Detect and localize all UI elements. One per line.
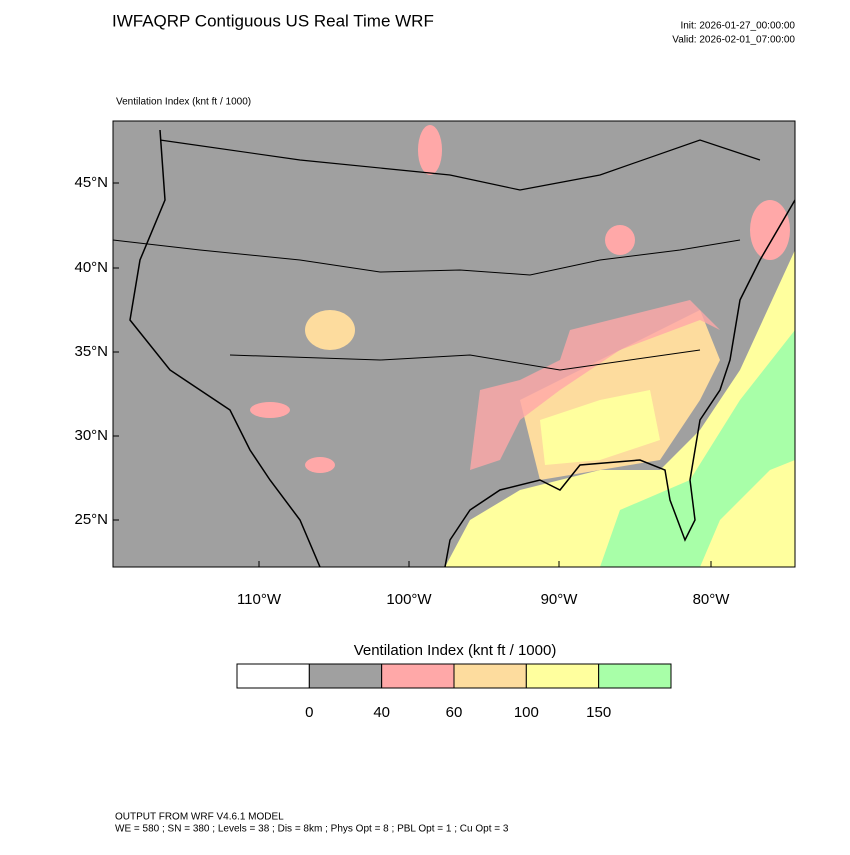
footer-line: WE = 580 ; SN = 380 ; Levels = 38 ; Dis … [115,824,509,835]
land-field [418,125,442,175]
border [159,139,761,191]
colorbar-title: Ventilation Index (knt ft / 1000) [354,642,557,659]
lat-label: 45°N [74,174,108,191]
colorbar-tick-label: 60 [446,704,463,721]
colorbar-box [525,663,600,689]
colorbar-box [236,663,310,689]
lat-label: 25°N [74,511,108,528]
colorbar-tick-label: 150 [586,704,611,721]
init-time: Init: 2026-01-27_00:00:00 [680,21,795,32]
lat-label: 40°N [74,259,108,276]
land-field [540,390,660,465]
field-label: Ventilation Index (knt ft / 1000) [116,97,251,108]
colorbar-tick-label: 100 [514,704,539,721]
land-field [305,457,335,473]
land-field [305,310,355,350]
lat-label: 30°N [74,427,108,444]
ocean-field [700,460,795,567]
land-field [605,225,635,255]
colorbar-tick-label: 0 [305,704,313,721]
map-frame [112,120,796,568]
coastline [444,199,795,567]
lon-label: 90°W [541,591,579,608]
lon-label: 80°W [693,591,731,608]
land-field [750,200,790,260]
lon-label: 110°W [237,591,282,608]
land-field [470,300,720,470]
lon-label: 100°W [386,591,432,608]
colorbar-box [453,663,527,689]
coastline [129,129,321,567]
colorbar-box [308,663,383,689]
state-line [229,349,701,371]
land-field [250,402,290,418]
footer-line: OUTPUT FROM WRF V4.6.1 MODEL [115,812,284,823]
lat-label: 35°N [74,343,108,360]
valid-time: Valid: 2026-02-01_07:00:00 [672,35,795,46]
state-line [113,239,741,276]
colorbar-tick-label: 40 [373,704,390,721]
map [113,121,795,567]
colorbar-box [598,663,672,689]
colorbar-box [381,663,455,689]
title: IWFAQRP Contiguous US Real Time WRF [112,11,434,30]
